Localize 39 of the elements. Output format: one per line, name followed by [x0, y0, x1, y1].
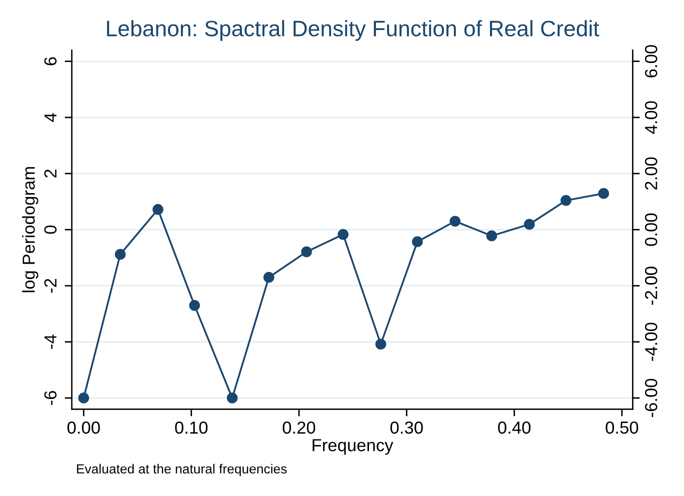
point [189, 300, 200, 311]
x-axis-title: Frequency [312, 439, 394, 455]
y2-tick-label: -4.00 [644, 322, 658, 361]
point [78, 392, 90, 404]
y-axis-title: log Periodogram [22, 167, 38, 292]
point [226, 392, 238, 404]
y-tick-label: 0 [44, 226, 57, 234]
point [263, 272, 274, 283]
x-tick-label: 0.50 [606, 421, 638, 434]
x-tick-label: 0.30 [390, 421, 423, 434]
y-tick-label: -6 [44, 391, 57, 405]
point [598, 188, 610, 199]
chart-title: Lebanon: Spactral Density Function of Real Credit [107, 20, 600, 41]
text: Evaluated at the natural frequencies [77, 464, 287, 476]
point [560, 195, 572, 206]
x-tick-label: 0.10 [175, 421, 208, 434]
point [450, 216, 460, 227]
point [152, 204, 164, 215]
point [301, 246, 312, 258]
y-tick-label: 2 [44, 170, 56, 178]
y2-tick-label: 2.00 [644, 157, 658, 190]
point [524, 218, 535, 230]
y2-tick-label: 4.00 [644, 101, 658, 134]
y-tick-label: 4 [44, 113, 56, 122]
x-tick-label: 0.20 [282, 421, 316, 434]
point [486, 230, 498, 242]
y-tick-label: -2 [44, 278, 56, 293]
point [412, 236, 423, 248]
y-tick-label: 6 [44, 57, 57, 66]
point [338, 229, 349, 240]
point [375, 338, 386, 350]
y2-tick-label: -6.00 [644, 378, 658, 417]
y-tick-label: -4 [44, 334, 56, 349]
y2-tick-label: -2.00 [644, 266, 658, 305]
x-tick-label: 0.00 [67, 421, 100, 434]
x-tick-label: 0.40 [498, 421, 530, 434]
y2-tick-label: 0.00 [644, 213, 658, 246]
point [114, 248, 126, 260]
y2-tick-label: 6.00 [644, 45, 658, 78]
